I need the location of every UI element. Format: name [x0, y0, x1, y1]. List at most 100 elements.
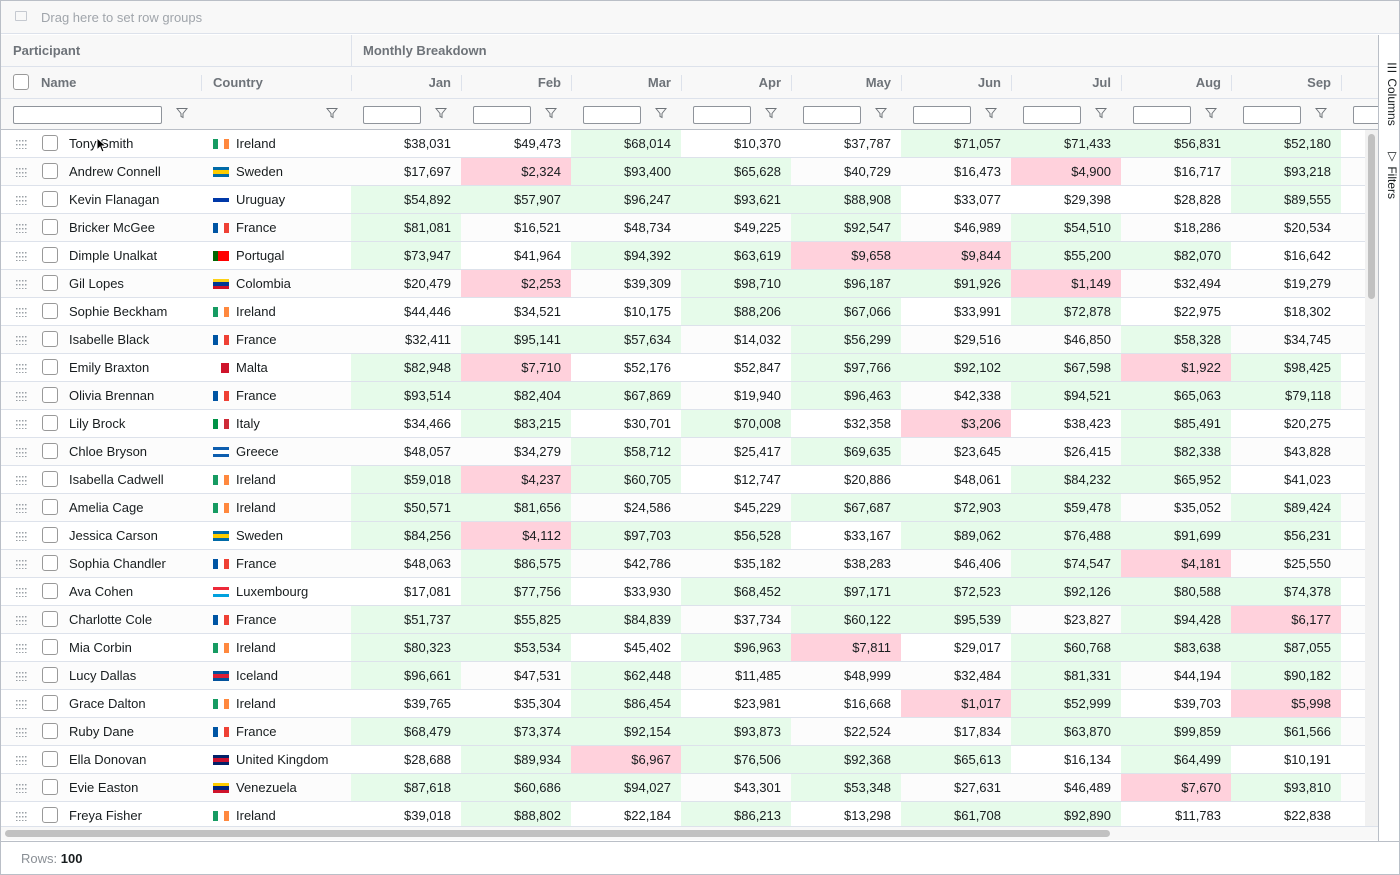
drag-handle-icon[interactable] [15, 251, 27, 261]
cell-feb[interactable]: $2,324 [461, 158, 571, 185]
cell-mar[interactable]: $6,967 [571, 746, 681, 773]
drag-handle-icon[interactable] [15, 643, 27, 653]
cell-country[interactable]: France [236, 388, 277, 403]
row-select-checkbox[interactable] [42, 331, 58, 347]
cell-jun[interactable]: $61,708 [901, 802, 1011, 826]
cell-mar[interactable]: $10,175 [624, 304, 671, 319]
column-header-jul[interactable]: Jul [1011, 67, 1121, 98]
cell-oct-partial[interactable] [1341, 298, 1365, 325]
cell-jan[interactable]: $54,892 [351, 186, 461, 213]
cell-feb[interactable]: $34,279 [514, 444, 561, 459]
cell-name[interactable]: Emily Braxton [69, 360, 150, 375]
cell-apr[interactable]: $98,710 [681, 270, 791, 297]
filter-input-may[interactable] [803, 106, 861, 124]
cell-mar[interactable]: $45,402 [624, 640, 671, 655]
cell-jul[interactable]: $76,488 [1011, 522, 1121, 549]
table-row[interactable]: Sophie Beckham Ireland $44,446 $34,521 $10,1… [1, 298, 1365, 326]
table-row[interactable]: Dimple Unalkat Portugal $73,947 $41,964 $94,… [1, 242, 1365, 270]
cell-mar[interactable]: $67,869 [571, 382, 681, 409]
cell-jan[interactable]: $28,688 [404, 752, 451, 767]
cell-name[interactable]: Gil Lopes [69, 276, 124, 291]
cell-may[interactable]: $92,547 [791, 214, 901, 241]
cell-name[interactable]: Amelia Cage [69, 500, 144, 515]
cell-jun[interactable]: $89,062 [901, 522, 1011, 549]
table-row[interactable]: Olivia Brennan France $93,514 $82,404 $67,86… [1, 382, 1365, 410]
cell-oct-partial[interactable] [1341, 690, 1365, 717]
cell-mar[interactable]: $24,586 [624, 500, 671, 515]
cell-sep[interactable]: $79,118 [1231, 382, 1341, 409]
drag-handle-icon[interactable] [15, 391, 27, 401]
cell-sep[interactable]: $52,180 [1231, 130, 1341, 157]
cell-oct-partial[interactable] [1341, 242, 1365, 269]
row-select-checkbox[interactable] [42, 639, 58, 655]
filter-icon[interactable] [1095, 107, 1107, 119]
cell-jun[interactable]: $46,406 [954, 556, 1001, 571]
cell-apr[interactable]: $25,417 [734, 444, 781, 459]
row-select-checkbox[interactable] [42, 555, 58, 571]
tab-columns[interactable]: ☰ Columns [1381, 61, 1399, 126]
row-select-checkbox[interactable] [42, 443, 58, 459]
cell-aug[interactable]: $18,286 [1174, 220, 1221, 235]
cell-feb[interactable]: $95,141 [461, 326, 571, 353]
row-select-checkbox[interactable] [42, 359, 58, 375]
cell-country[interactable]: Italy [236, 416, 260, 431]
table-row[interactable]: Grace Dalton Ireland $39,765 $35,304 $86,454… [1, 690, 1365, 718]
cell-jun[interactable]: $3,206 [901, 410, 1011, 437]
cell-jan[interactable]: $48,057 [404, 444, 451, 459]
row-select-checkbox[interactable] [42, 527, 58, 543]
cell-sep[interactable]: $20,275 [1284, 416, 1331, 431]
table-row[interactable]: Ava Cohen Luxembourg $17,081 $77,756 $33,930… [1, 578, 1365, 606]
cell-mar[interactable]: $84,839 [571, 606, 681, 633]
cell-aug[interactable]: $80,588 [1121, 578, 1231, 605]
cell-jan[interactable]: $68,479 [351, 718, 461, 745]
cell-jul[interactable]: $59,478 [1011, 494, 1121, 521]
row-select-checkbox[interactable] [42, 471, 58, 487]
drag-handle-icon[interactable] [15, 475, 27, 485]
cell-country[interactable]: Sweden [236, 528, 283, 543]
cell-jun[interactable]: $71,057 [901, 130, 1011, 157]
cell-may[interactable]: $97,766 [791, 354, 901, 381]
cell-name[interactable]: Dimple Unalkat [69, 248, 158, 263]
cell-may[interactable]: $56,299 [791, 326, 901, 353]
cell-may[interactable]: $92,368 [791, 746, 901, 773]
cell-mar[interactable]: $30,701 [624, 416, 671, 431]
cell-country[interactable]: Ireland [236, 696, 276, 711]
drag-handle-icon[interactable] [15, 419, 27, 429]
cell-feb[interactable]: $49,473 [514, 136, 561, 151]
column-header-jan[interactable]: Jan [351, 67, 461, 98]
cell-aug[interactable]: $58,328 [1121, 326, 1231, 353]
cell-jun[interactable]: $42,338 [954, 388, 1001, 403]
column-header-sep[interactable]: Sep [1231, 67, 1341, 98]
row-select-checkbox[interactable] [42, 583, 58, 599]
cell-oct-partial[interactable] [1341, 186, 1365, 213]
cell-mar[interactable]: $42,786 [624, 556, 671, 571]
cell-apr[interactable]: $35,182 [734, 556, 781, 571]
cell-jul[interactable]: $92,126 [1011, 578, 1121, 605]
column-header-aug[interactable]: Aug [1121, 67, 1231, 98]
cell-apr[interactable]: $12,747 [734, 472, 781, 487]
filter-icon[interactable] [176, 107, 188, 119]
filter-icon[interactable] [326, 107, 338, 119]
cell-mar[interactable]: $58,712 [571, 438, 681, 465]
cell-may[interactable]: $16,668 [844, 696, 891, 711]
cell-country[interactable]: Ireland [236, 500, 276, 515]
cell-aug[interactable]: $1,922 [1121, 354, 1231, 381]
cell-aug[interactable]: $65,063 [1121, 382, 1231, 409]
column-resize-handle[interactable] [1231, 75, 1232, 91]
cell-jul[interactable]: $52,999 [1011, 690, 1121, 717]
cell-name[interactable]: Lily Brock [69, 416, 126, 431]
cell-feb[interactable]: $88,802 [461, 802, 571, 826]
column-header-jun[interactable]: Jun [901, 67, 1011, 98]
cell-jul[interactable]: $67,598 [1011, 354, 1121, 381]
cell-country[interactable]: Ireland [236, 808, 276, 823]
row-select-checkbox[interactable] [42, 695, 58, 711]
cell-jan[interactable]: $39,018 [404, 808, 451, 823]
cell-sep[interactable]: $5,998 [1231, 690, 1341, 717]
filter-icon[interactable] [985, 107, 997, 119]
cell-apr[interactable]: $70,008 [681, 410, 791, 437]
cell-may[interactable]: $20,886 [844, 472, 891, 487]
drag-handle-icon[interactable] [15, 503, 27, 513]
drag-handle-icon[interactable] [15, 279, 27, 289]
cell-mar[interactable]: $93,400 [571, 158, 681, 185]
drag-handle-icon[interactable] [15, 755, 27, 765]
